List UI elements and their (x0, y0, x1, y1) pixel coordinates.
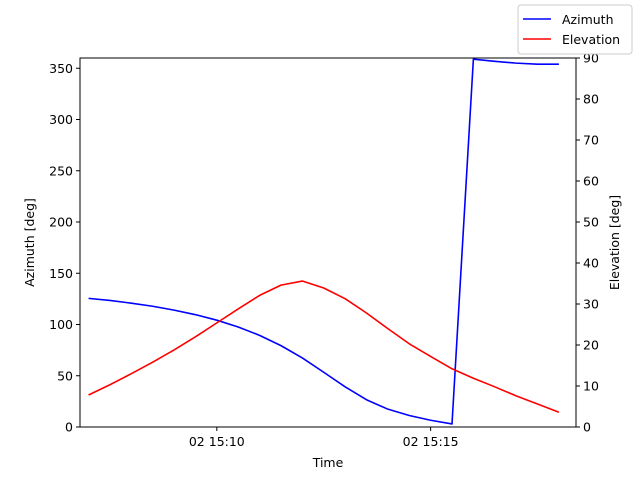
right-tick-label: 50 (583, 215, 599, 230)
right-axis-title: Elevation [deg] (607, 195, 622, 290)
right-tick-label: 10 (583, 379, 599, 394)
series-line-azimuth (88, 58, 559, 425)
left-tick-label: 50 (57, 368, 73, 383)
left-tick-label: 0 (65, 420, 73, 435)
right-tick-label: 30 (583, 297, 599, 312)
right-tick-label: 80 (583, 92, 599, 107)
left-axis-title: Azimuth [deg] (22, 198, 37, 287)
left-tick-label: 100 (49, 317, 73, 332)
x-axis-title: Time (312, 455, 344, 470)
right-tick-label: 60 (583, 174, 599, 189)
series-layer (88, 58, 560, 425)
left-tick-label: 250 (49, 163, 73, 178)
right-tick-label: 40 (583, 256, 599, 271)
legend-box (517, 4, 633, 55)
left-tick-label: 200 (49, 215, 73, 230)
left-tick-label: 350 (49, 61, 73, 76)
right-tick-label: 20 (583, 338, 599, 353)
right-tick-label: 0 (583, 420, 591, 435)
left-tick-label: 150 (49, 266, 73, 281)
x-axis: 02 15:10 02 15:15 (189, 427, 459, 449)
right-tick-label: 70 (583, 133, 599, 148)
left-tick-label: 300 (49, 112, 73, 127)
legend-elevation-label: Elevation (562, 32, 620, 47)
plot-frame (79, 57, 577, 428)
legend-azimuth-label: Azimuth (562, 12, 614, 27)
left-axis: 0 50 100 150 200 250 300 350 (49, 61, 80, 435)
x-tick-label: 02 15:10 (189, 434, 245, 449)
legend: Azimuth Elevation (517, 4, 633, 55)
series-line-elevation (88, 280, 560, 413)
x-tick-label: 02 15:15 (403, 434, 459, 449)
